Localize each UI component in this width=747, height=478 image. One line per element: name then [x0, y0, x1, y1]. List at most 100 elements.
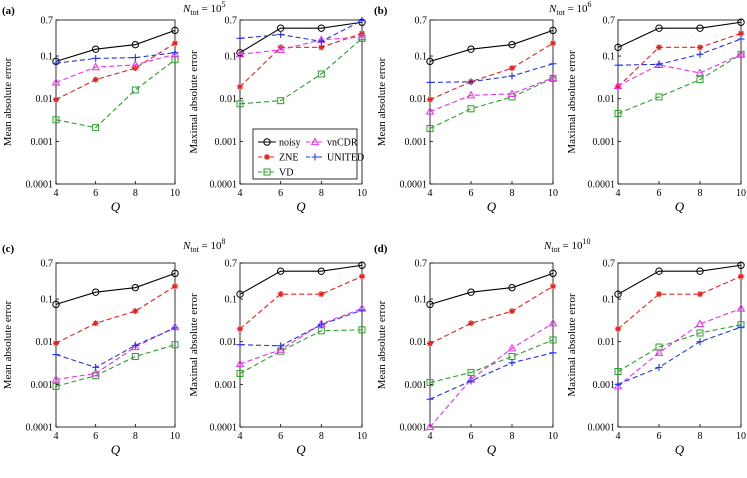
x-tick-label: 4 [616, 431, 621, 442]
point-noisy [614, 43, 622, 52]
point-VD [696, 76, 704, 84]
point-UNITED [549, 349, 557, 357]
x-tick-label: 4 [238, 188, 243, 199]
subplot-7: 4 6 8 10 0.0001 0.001 0.01 0.1 0.7 Q Maximal absol… [566, 259, 746, 458]
legend-marker-UNITED [311, 153, 319, 161]
point-ZNE [697, 291, 703, 298]
point-ZNE [172, 283, 178, 290]
x-axis-label: Q [296, 199, 306, 214]
y-tick-label: 0.0001 [588, 180, 616, 191]
axes-frame [429, 262, 554, 428]
series-line-ZNE [429, 42, 554, 101]
y-tick-label: 0.0001 [210, 423, 238, 434]
y-tick-label: 0.0001 [210, 180, 238, 191]
point-VD [52, 382, 60, 390]
point-UNITED [358, 17, 366, 25]
x-tick-label: 8 [698, 188, 703, 199]
legend-marker-vnCDR [310, 137, 320, 146]
y-axis-label: Maximal absolute error [188, 293, 200, 397]
series-line-vnCDR [617, 53, 742, 87]
x-tick-label: 4 [54, 431, 59, 442]
series-line-noisy [55, 272, 176, 305]
y-tick-label: 0.001 [31, 137, 54, 148]
y-tick-label: 0.01 [36, 94, 54, 105]
point-UNITED [52, 351, 60, 359]
point-vnCDR [276, 345, 285, 353]
point-ZNE [92, 76, 99, 83]
point-VD [236, 369, 244, 377]
point-vnCDR [131, 342, 140, 351]
point-ZNE [615, 83, 621, 90]
series-line-noisy [617, 21, 742, 48]
x-tick-label: 4 [238, 431, 243, 442]
point-noisy [655, 267, 663, 275]
x-tick-label: 6 [278, 431, 283, 442]
point-noisy [236, 48, 244, 57]
y-tick-label: 0.7 [225, 259, 238, 270]
series-line-UNITED [55, 52, 176, 64]
axes-frame [55, 19, 176, 185]
point-ZNE [550, 40, 556, 47]
point-noisy [131, 40, 140, 49]
series-line-VD [239, 37, 363, 105]
y-tick-label: 0.001 [593, 380, 616, 391]
point-noisy [467, 45, 475, 53]
point-UNITED [467, 377, 475, 385]
point-VD [358, 326, 366, 334]
point-UNITED [614, 61, 622, 69]
subplot-6: 4 6 8 10 0.0001 0.001 0.01 0.1 0.7 Q Mean absolute… [376, 259, 558, 458]
legend-label-noisy: noisy [279, 138, 301, 149]
subplot-0: 4 6 8 10 0.0001 0.001 0.01 0.1 0.7 Q Mean absolute… [2, 16, 180, 215]
point-vnCDR [654, 348, 664, 356]
series-line-vnCDR [617, 307, 742, 387]
point-UNITED [92, 54, 100, 62]
point-UNITED [508, 359, 516, 367]
y-tick-label: 0.0001 [400, 180, 428, 191]
point-vnCDR [613, 381, 623, 390]
point-ZNE [509, 308, 515, 315]
point-vnCDR [507, 89, 517, 97]
point-UNITED [614, 380, 622, 388]
point-ZNE [318, 291, 325, 298]
point-ZNE [237, 83, 243, 90]
y-tick-label: 0.0001 [400, 423, 428, 434]
series-line-ZNE [55, 285, 176, 344]
point-VD [236, 100, 244, 108]
x-axis-label: Q [675, 199, 685, 214]
series-line-UNITED [617, 38, 742, 66]
point-noisy [91, 45, 100, 53]
x-tick-label: 8 [698, 431, 703, 442]
point-ZNE [427, 96, 433, 103]
axes-frame [429, 19, 554, 185]
point-vnCDR [235, 49, 245, 58]
point-UNITED [317, 37, 325, 45]
point-ZNE [53, 340, 59, 347]
point-ZNE [615, 325, 621, 332]
legend-marker-ZNE [264, 154, 270, 160]
point-UNITED [737, 323, 745, 331]
y-tick-label: 0.001 [405, 380, 428, 391]
y-tick-label: 0.7 [41, 259, 54, 270]
point-noisy [696, 24, 704, 32]
series-line-UNITED [429, 352, 554, 400]
point-UNITED [236, 341, 244, 349]
point-UNITED [52, 59, 60, 67]
point-VD [467, 105, 475, 113]
point-vnCDR [170, 49, 180, 58]
x-tick-label: 4 [428, 431, 433, 442]
point-noisy [317, 267, 326, 275]
axes-frame [617, 19, 742, 185]
x-tick-label: 10 [736, 188, 746, 199]
y-tick-label: 0.01 [598, 94, 616, 105]
point-ZNE [277, 44, 284, 51]
y-tick-label: 0.001 [31, 380, 54, 391]
point-UNITED [655, 363, 663, 371]
point-noisy [508, 283, 516, 292]
ntot-title-d: Ntot = 1010 [543, 237, 591, 254]
series-line-VD [55, 344, 176, 387]
legend-label-ZNE: ZNE [279, 153, 298, 164]
x-tick-label: 4 [616, 188, 621, 199]
y-tick-label: 0.01 [220, 94, 238, 105]
point-ZNE [132, 308, 139, 315]
